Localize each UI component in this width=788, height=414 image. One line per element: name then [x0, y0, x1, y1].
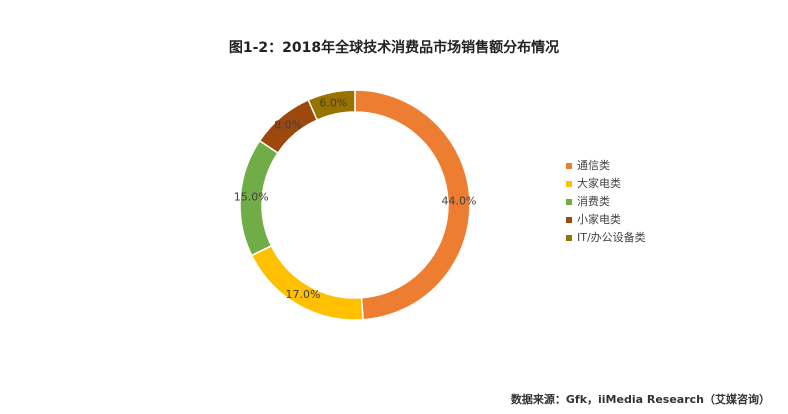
legend-swatch	[566, 217, 572, 223]
legend-label: IT/办公设备类	[577, 230, 646, 244]
value-label: 17.0%	[286, 288, 321, 301]
legend-swatch	[566, 181, 572, 187]
pie-slice	[307, 89, 356, 122]
legend-swatch	[566, 163, 572, 169]
pie-slice	[250, 244, 364, 321]
legend-label: 小家电类	[577, 212, 621, 226]
legend-label: 消费类	[577, 194, 610, 208]
legend-label: 通信类	[577, 158, 610, 172]
source-note: 数据来源：Gfk，iiMedia Research（艾媒咨询）	[511, 392, 770, 406]
chart-title: 图1-2：2018年全球技术消费品市场销售额分布情况	[229, 39, 559, 56]
legend-label: 大家电类	[577, 176, 621, 190]
value-label: 44.0%	[441, 194, 476, 207]
value-label: 8.0%	[274, 118, 302, 131]
legend-swatch	[566, 199, 572, 205]
legend-swatch	[566, 235, 572, 241]
value-label: 15.0%	[234, 191, 269, 204]
value-label: 6.0%	[319, 96, 347, 109]
